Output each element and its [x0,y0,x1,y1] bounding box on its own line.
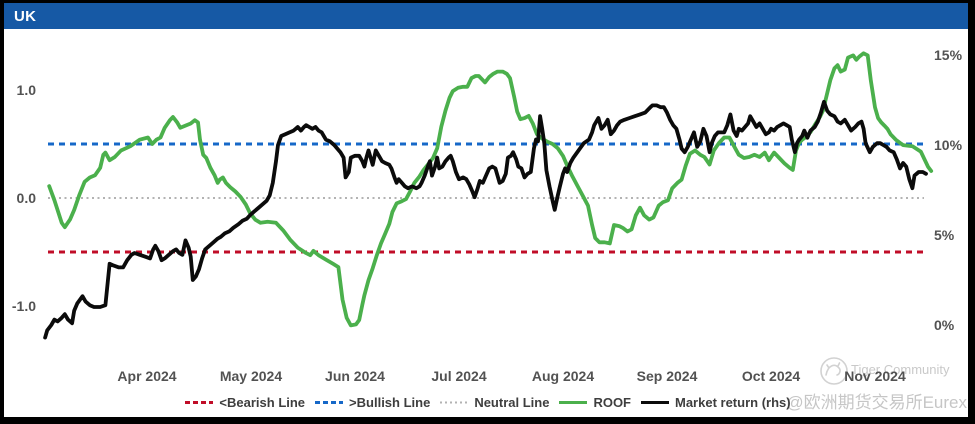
publisher-watermark: @欧洲期货交易所Eurex [786,393,967,412]
panel-title: UK [14,7,37,25]
left-axis-tick: 0.0 [16,190,36,206]
solid-line-swatch-icon [559,400,588,404]
legend-label: >Bullish Line [349,394,431,410]
legend-item: ROOF [558,395,631,410]
market-return-series-line [43,99,928,340]
left-axis-tick: 1.0 [16,82,36,98]
x-axis-tick: Jul 2024 [431,368,487,384]
legend-label: Market return (rhs) [675,394,791,410]
x-axis-tick: Sep 2024 [636,368,698,384]
legend-item: >Bullish Line [314,395,430,410]
legend-item: Market return (rhs) [640,395,791,410]
legend-label: Neutral Line [474,394,550,410]
frame-top-border [0,0,975,3]
chart-legend: <Bearish Line >Bullish Line Neutral Line RO… [0,390,975,414]
legend-item: Neutral Line [439,395,549,410]
x-axis-tick: May 2024 [219,368,283,384]
frame-left-border [0,0,4,424]
right-axis-tick: 0% [934,317,955,333]
left-axis-tick: -1.0 [11,298,36,314]
panel-header: UK [4,3,968,29]
solid-line-swatch-icon [641,400,669,404]
x-axis-tick: Apr 2024 [117,368,177,384]
right-axis-tick: 10% [934,137,963,153]
x-axis-tick: Nov 2024 [844,368,906,384]
dashed-line-swatch-icon [185,400,214,404]
x-axis-tick: Jun 2024 [325,368,385,384]
legend-label: <Bearish Line [219,394,306,410]
legend-item: <Bearish Line [184,395,305,410]
frame-bottom-border [0,417,975,424]
dashed-line-swatch-icon [315,400,344,404]
x-axis-tick: Aug 2024 [531,368,595,384]
legend-label: ROOF [593,394,631,410]
right-axis-tick: 5% [934,227,955,243]
dotted-line-swatch-icon [440,401,469,403]
right-axis-tick: 15% [934,47,963,63]
x-axis-tick: Oct 2024 [741,368,801,384]
frame-right-border [968,0,975,424]
tiger-community-watermark: Tiger Community [851,362,950,377]
roof-series-line [47,51,934,328]
tiger-logo-icon [820,357,848,385]
